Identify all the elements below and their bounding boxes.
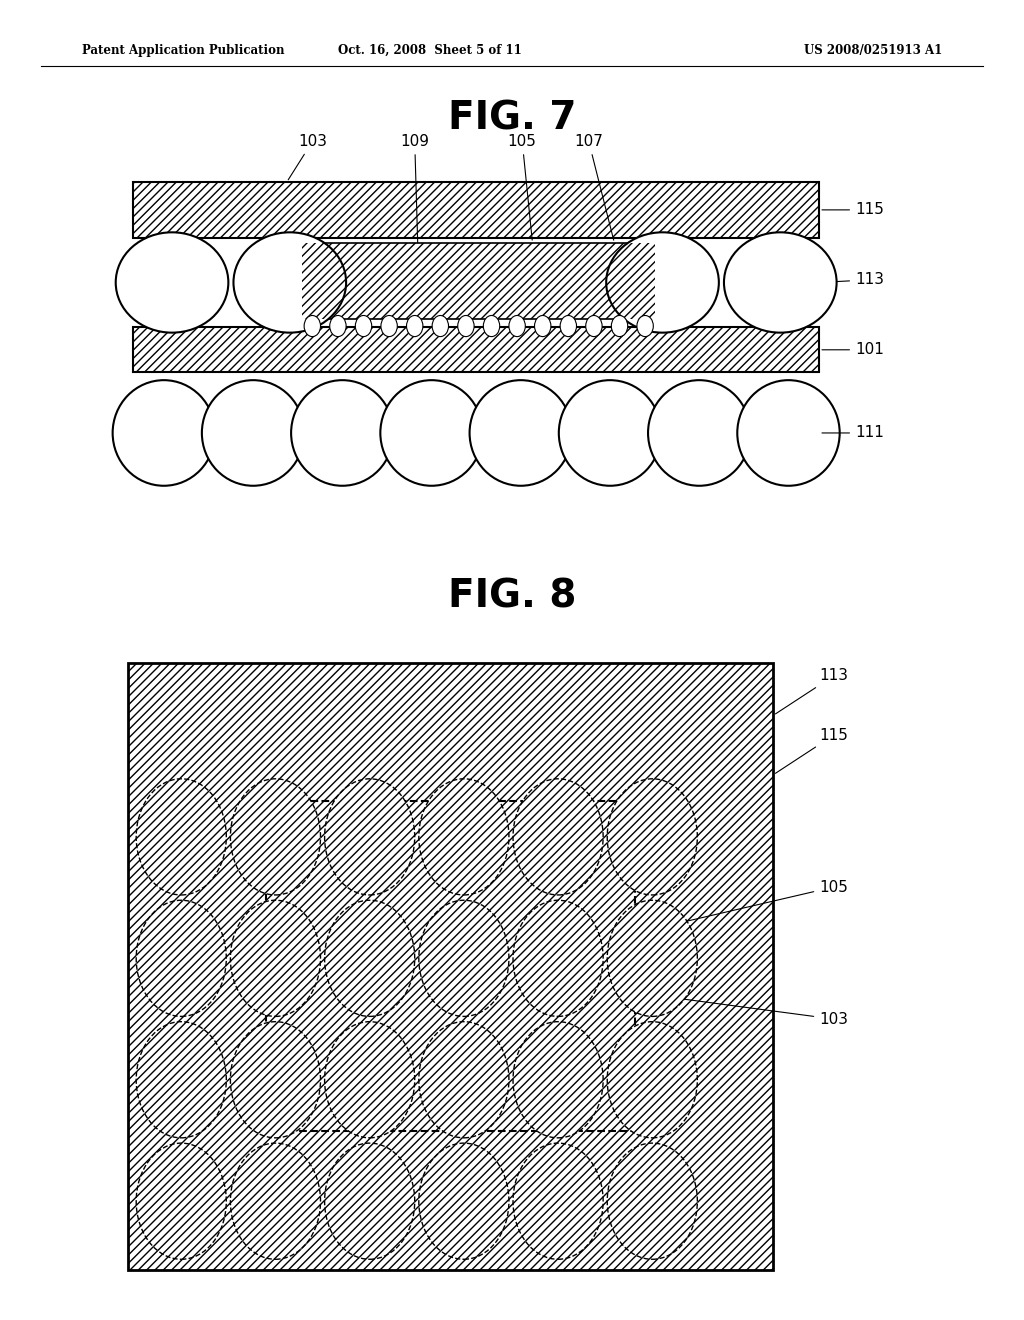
- Ellipse shape: [113, 380, 215, 486]
- Ellipse shape: [202, 380, 304, 486]
- Ellipse shape: [737, 380, 840, 486]
- Circle shape: [513, 1143, 603, 1259]
- Circle shape: [607, 1022, 697, 1138]
- Text: 115: 115: [822, 202, 884, 218]
- Circle shape: [432, 315, 449, 337]
- Ellipse shape: [724, 232, 837, 333]
- Circle shape: [607, 900, 697, 1016]
- Text: 103: 103: [288, 135, 327, 180]
- Text: 109: 109: [400, 135, 429, 313]
- Circle shape: [136, 900, 226, 1016]
- Text: Patent Application Publication: Patent Application Publication: [82, 44, 285, 57]
- Bar: [302, 243, 655, 319]
- Circle shape: [513, 779, 603, 895]
- Ellipse shape: [380, 380, 482, 486]
- Text: 101: 101: [822, 342, 884, 358]
- Bar: [128, 663, 773, 1270]
- Bar: [133, 182, 819, 238]
- Circle shape: [407, 315, 423, 337]
- Circle shape: [419, 900, 509, 1016]
- Circle shape: [560, 315, 577, 337]
- Circle shape: [607, 779, 697, 895]
- Text: 105: 105: [638, 879, 848, 933]
- Circle shape: [607, 1143, 697, 1259]
- Text: 115: 115: [775, 727, 848, 774]
- Ellipse shape: [116, 232, 228, 333]
- Circle shape: [230, 779, 321, 895]
- Circle shape: [325, 779, 415, 895]
- Circle shape: [355, 315, 372, 337]
- Circle shape: [611, 315, 628, 337]
- Bar: [133, 327, 819, 372]
- Text: US 2008/0251913 A1: US 2008/0251913 A1: [804, 44, 942, 57]
- Circle shape: [136, 1022, 226, 1138]
- Text: Oct. 16, 2008  Sheet 5 of 11: Oct. 16, 2008 Sheet 5 of 11: [338, 44, 522, 57]
- Circle shape: [136, 1143, 226, 1259]
- Text: FIG. 7: FIG. 7: [447, 100, 577, 137]
- Text: 107: 107: [574, 135, 613, 240]
- Circle shape: [419, 779, 509, 895]
- Circle shape: [325, 1022, 415, 1138]
- Circle shape: [586, 315, 602, 337]
- Circle shape: [230, 1022, 321, 1138]
- Circle shape: [304, 315, 321, 337]
- Circle shape: [381, 315, 397, 337]
- Circle shape: [637, 315, 653, 337]
- Circle shape: [325, 1143, 415, 1259]
- Circle shape: [230, 1143, 321, 1259]
- Bar: [128, 663, 773, 1270]
- Circle shape: [513, 1022, 603, 1138]
- Ellipse shape: [606, 232, 719, 333]
- Bar: [266, 801, 635, 1131]
- Ellipse shape: [559, 380, 662, 486]
- Bar: [133, 327, 819, 372]
- Text: FIG. 8: FIG. 8: [447, 578, 577, 615]
- Circle shape: [458, 315, 474, 337]
- Text: 105: 105: [508, 135, 537, 240]
- Ellipse shape: [648, 380, 751, 486]
- Bar: [266, 801, 635, 1131]
- Circle shape: [535, 315, 551, 337]
- Circle shape: [513, 900, 603, 1016]
- Circle shape: [419, 1022, 509, 1138]
- Bar: [133, 182, 819, 238]
- Ellipse shape: [233, 232, 346, 333]
- Text: 103: 103: [638, 993, 848, 1027]
- Ellipse shape: [291, 380, 393, 486]
- Circle shape: [419, 1143, 509, 1259]
- Circle shape: [483, 315, 500, 337]
- Circle shape: [136, 779, 226, 895]
- Circle shape: [230, 900, 321, 1016]
- Bar: [302, 243, 655, 319]
- Text: 111: 111: [822, 425, 884, 441]
- Circle shape: [330, 315, 346, 337]
- Text: 113: 113: [775, 668, 848, 714]
- Circle shape: [325, 900, 415, 1016]
- Ellipse shape: [470, 380, 572, 486]
- Circle shape: [509, 315, 525, 337]
- Text: 113: 113: [822, 272, 884, 288]
